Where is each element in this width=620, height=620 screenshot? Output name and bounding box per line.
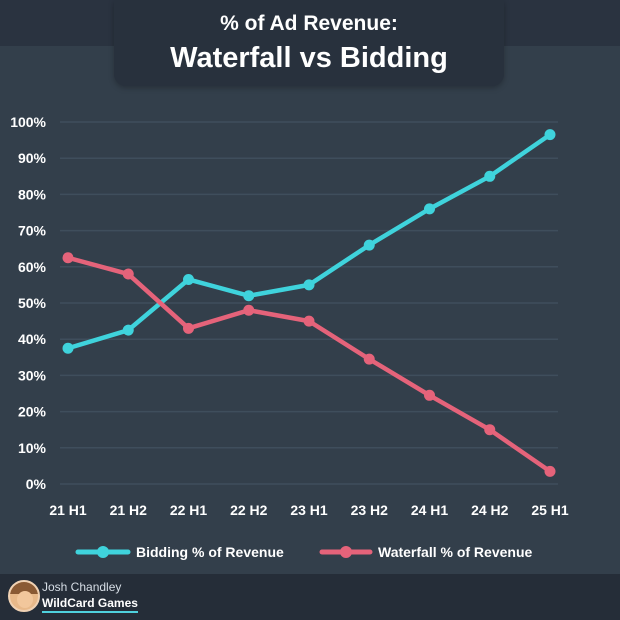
x-tick-label: 23 H1 [290, 502, 328, 518]
chart-title-line2: Waterfall vs Bidding [170, 42, 448, 74]
legend-swatch-marker [340, 546, 352, 558]
y-tick-label: 80% [18, 186, 47, 202]
data-point [183, 322, 194, 334]
footer: Josh Chandley WildCard Games [0, 574, 620, 620]
data-point [243, 304, 255, 316]
data-point [363, 353, 375, 365]
chart-title-line1: % of Ad Revenue: [220, 12, 398, 35]
data-point [122, 268, 134, 280]
brand-link[interactable]: WildCard Games [42, 596, 138, 613]
y-tick-label: 0% [26, 476, 47, 492]
data-point [243, 290, 255, 302]
x-tick-label: 22 H2 [230, 502, 268, 518]
data-point [303, 315, 315, 327]
y-tick-label: 100% [10, 114, 46, 130]
y-tick-label: 50% [18, 295, 47, 311]
data-point [62, 342, 74, 354]
data-point [544, 129, 556, 141]
legend-label: Bidding % of Revenue [136, 544, 284, 560]
data-point [424, 203, 435, 215]
x-tick-label: 24 H2 [471, 502, 509, 518]
data-point [544, 465, 556, 477]
y-tick-label: 70% [18, 223, 47, 239]
x-tick-label: 21 H2 [110, 502, 148, 518]
x-tick-label: 23 H2 [351, 502, 389, 518]
line-chart: 0% 10% 20% 30% 40% 50% 60% 70% 80% 90% 100% 21 H1 21… [10, 114, 569, 560]
y-tick-label: 60% [18, 259, 47, 275]
data-point [484, 170, 496, 182]
data-point [183, 273, 194, 285]
data-point [122, 324, 134, 336]
avatar [8, 580, 40, 612]
data-point [424, 389, 435, 401]
x-tick-label: 22 H1 [170, 502, 208, 518]
data-point [484, 424, 496, 436]
x-tick-label: 25 H1 [531, 502, 569, 518]
data-point [363, 239, 375, 251]
legend-label: Waterfall % of Revenue [378, 544, 533, 560]
y-tick-label: 90% [18, 150, 47, 166]
x-tick-label: 21 H1 [49, 502, 87, 518]
title-box: % of Ad Revenue: Waterfall vs Bidding [114, 0, 504, 86]
x-tick-label: 24 H1 [411, 502, 449, 518]
data-point [62, 252, 74, 264]
author-name: Josh Chandley [42, 580, 122, 594]
y-tick-label: 40% [18, 331, 47, 347]
y-tick-label: 20% [18, 404, 47, 420]
y-tick-label: 10% [18, 440, 47, 456]
y-tick-label: 30% [18, 367, 47, 383]
data-point [303, 279, 315, 291]
legend-swatch-marker [97, 546, 109, 558]
